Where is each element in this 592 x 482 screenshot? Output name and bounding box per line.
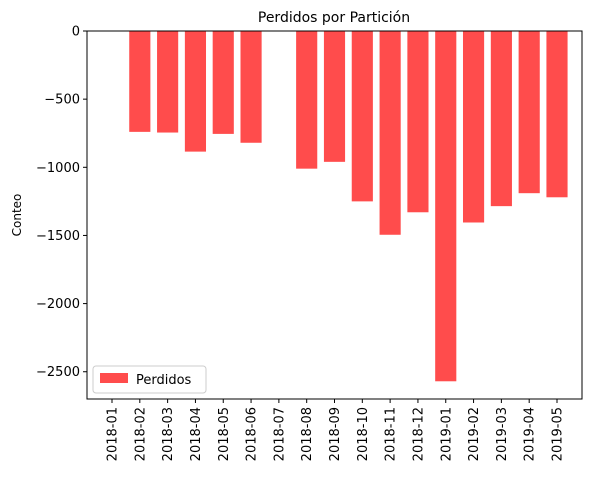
x-tick-label: 2018-02	[133, 407, 148, 461]
bar-2018-10	[351, 31, 373, 202]
bars-layer	[129, 31, 568, 382]
bar-2019-03	[490, 31, 512, 207]
x-tick-label: 2018-12	[411, 407, 426, 461]
x-tick-label: 2019-02	[467, 407, 482, 461]
x-tick-label: 2019-05	[551, 407, 566, 461]
bar-2018-08	[296, 31, 318, 169]
bar-2018-05	[212, 31, 234, 134]
bar-2018-02	[129, 31, 151, 132]
x-tick-label: 2019-03	[495, 407, 510, 461]
y-axis-ticks: 0 −500 −1000 −1500 −2000 −2500	[36, 25, 87, 380]
y-axis-label: Conteo	[10, 194, 24, 237]
legend-label: Perdidos	[136, 373, 192, 388]
bar-2018-03	[157, 31, 179, 133]
y-tick-label: −2000	[36, 297, 80, 312]
bar-2019-01	[435, 31, 457, 382]
y-tick-label: −500	[44, 93, 80, 108]
bar-2019-05	[546, 31, 568, 198]
legend: Perdidos	[92, 365, 207, 394]
bar-2019-04	[518, 31, 540, 194]
x-tick-label: 2018-07	[272, 407, 287, 461]
bar-2019-02	[462, 31, 485, 223]
x-tick-label: 2018-08	[300, 407, 315, 461]
y-tick-label: −1500	[36, 229, 80, 244]
x-tick-label: 2018-05	[217, 407, 232, 461]
bar-2018-06	[240, 31, 262, 143]
x-axis-ticks: 2018-01 2018-02 2018-03 2018-04 2018-05 2018-…	[106, 399, 566, 461]
x-tick-label: 2018-03	[161, 407, 176, 461]
chart-title: Perdidos por Partición	[258, 10, 410, 26]
x-tick-label: 2018-11	[384, 407, 399, 461]
x-tick-label: 2018-06	[245, 407, 260, 461]
bar-2018-11	[379, 31, 401, 235]
x-tick-label: 2019-04	[523, 407, 538, 461]
x-tick-label: 2018-01	[106, 407, 121, 461]
bar-2018-04	[184, 31, 207, 152]
y-tick-label: 0	[72, 25, 80, 40]
y-tick-label: −2500	[36, 365, 80, 380]
legend-frame	[92, 365, 207, 394]
x-tick-label: 2018-04	[189, 407, 204, 461]
x-tick-label: 2018-10	[356, 407, 371, 461]
bar-2018-09	[323, 31, 346, 162]
x-tick-label: 2018-09	[328, 407, 343, 461]
legend-swatch	[100, 373, 128, 383]
x-tick-label: 2019-01	[439, 407, 454, 461]
y-tick-label: −1000	[36, 161, 80, 176]
bar-2018-12	[407, 31, 429, 213]
